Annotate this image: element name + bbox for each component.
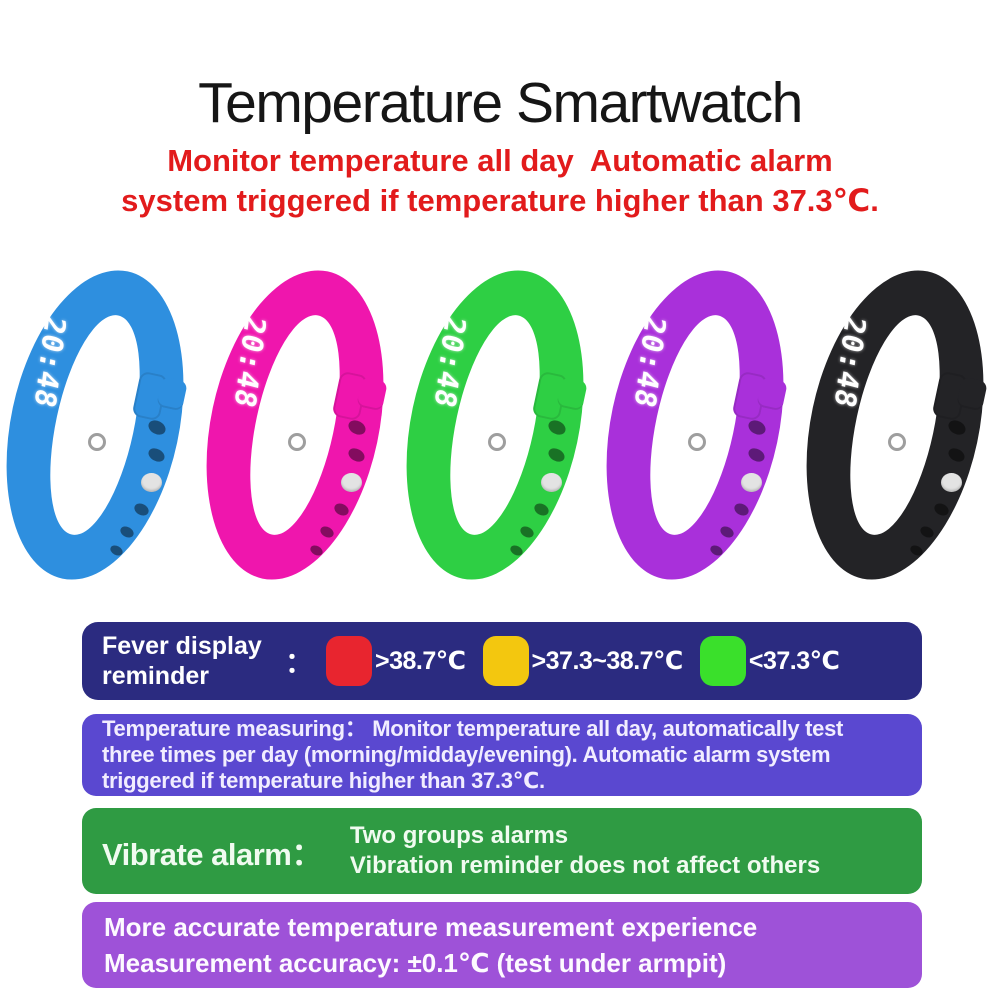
strap-end (156, 376, 188, 412)
subtitle: Monitor temperature all day Automatic al… (0, 141, 1000, 221)
watch-row: 20:48 20:48 20:48 (0, 253, 1000, 600)
legend-swatch-red (326, 636, 373, 686)
legend-label: >38.7℃ (375, 647, 466, 675)
watch-green: 20:48 (380, 253, 610, 600)
fever-banner-label: Fever display reminder (102, 631, 285, 691)
strap-end (356, 376, 388, 412)
watch-blue: 20:48 (0, 253, 210, 600)
vibrate-line-2: Vibration reminder does not affect other… (349, 852, 821, 879)
watch-band (0, 253, 210, 597)
legend-swatch-yellow (482, 636, 529, 686)
strap-stud (141, 473, 162, 492)
watch-button-icon (888, 433, 906, 451)
vibrate-banner-label: Vibrate alarm： (102, 836, 322, 872)
watch-button-icon (488, 433, 506, 451)
watch-button-icon (288, 433, 306, 451)
watch-band (380, 253, 610, 597)
watch-pink: 20:48 (180, 253, 410, 600)
accuracy-line-1: More accurate temperature measurement ex… (104, 912, 758, 942)
measuring-line-2: three times per day (morning/midday/even… (102, 742, 831, 767)
watch-band (780, 253, 1000, 597)
strap-stud (341, 473, 362, 492)
fever-label-line-1: Fever display (102, 632, 262, 660)
legend-label: >37.3~38.7℃ (531, 647, 684, 675)
watch-band (580, 253, 810, 597)
watch-button-icon (688, 433, 706, 451)
subtitle-line-2: system triggered if temperature higher t… (121, 183, 879, 218)
legend-label: <37.3℃ (748, 647, 840, 675)
measuring-line-1: Temperature measuring： Monitor temperatu… (102, 716, 844, 741)
strap-stud (541, 473, 562, 492)
legend-swatch-green (699, 636, 746, 686)
watch-purple: 20:48 (580, 253, 810, 600)
vibrate-banner-lines: Two groups alarms Vibration reminder doe… (350, 821, 820, 881)
legend-item-high: >38.7℃ (326, 636, 466, 686)
vibrate-banner: Vibrate alarm： Two groups alarms Vibrati… (82, 808, 922, 894)
strap-end (956, 376, 988, 412)
watch-black: 20:48 (780, 253, 1000, 600)
subtitle-line-1: Monitor temperature all day Automatic al… (167, 143, 833, 178)
legend-item-normal: <37.3℃ (699, 636, 840, 686)
page-title: Temperature Smartwatch (198, 71, 803, 135)
fever-banner: Fever display reminder ： >38.7℃ >37.3~38… (82, 622, 922, 700)
vibrate-line-1: Two groups alarms (349, 822, 569, 849)
accuracy-line-2: Measurement accuracy: ±0.1℃ (test under … (104, 948, 727, 978)
legend-item-mid: >37.3~38.7℃ (482, 636, 684, 686)
fever-legend: >38.7℃ >37.3~38.7℃ <37.3℃ (326, 636, 856, 686)
fever-label-line-2: reminder (102, 662, 209, 690)
accuracy-banner: More accurate temperature measurement ex… (82, 902, 922, 988)
measuring-line-3: triggered if temperature higher than 37.… (102, 768, 545, 793)
measuring-banner: Temperature measuring： Monitor temperatu… (82, 714, 922, 796)
watch-band (180, 253, 410, 597)
strap-stud (941, 473, 962, 492)
strap-end (556, 376, 588, 412)
legend-colon: ： (285, 647, 314, 678)
strap-stud (741, 473, 762, 492)
strap-end (756, 376, 788, 412)
watch-button-icon (88, 433, 106, 451)
